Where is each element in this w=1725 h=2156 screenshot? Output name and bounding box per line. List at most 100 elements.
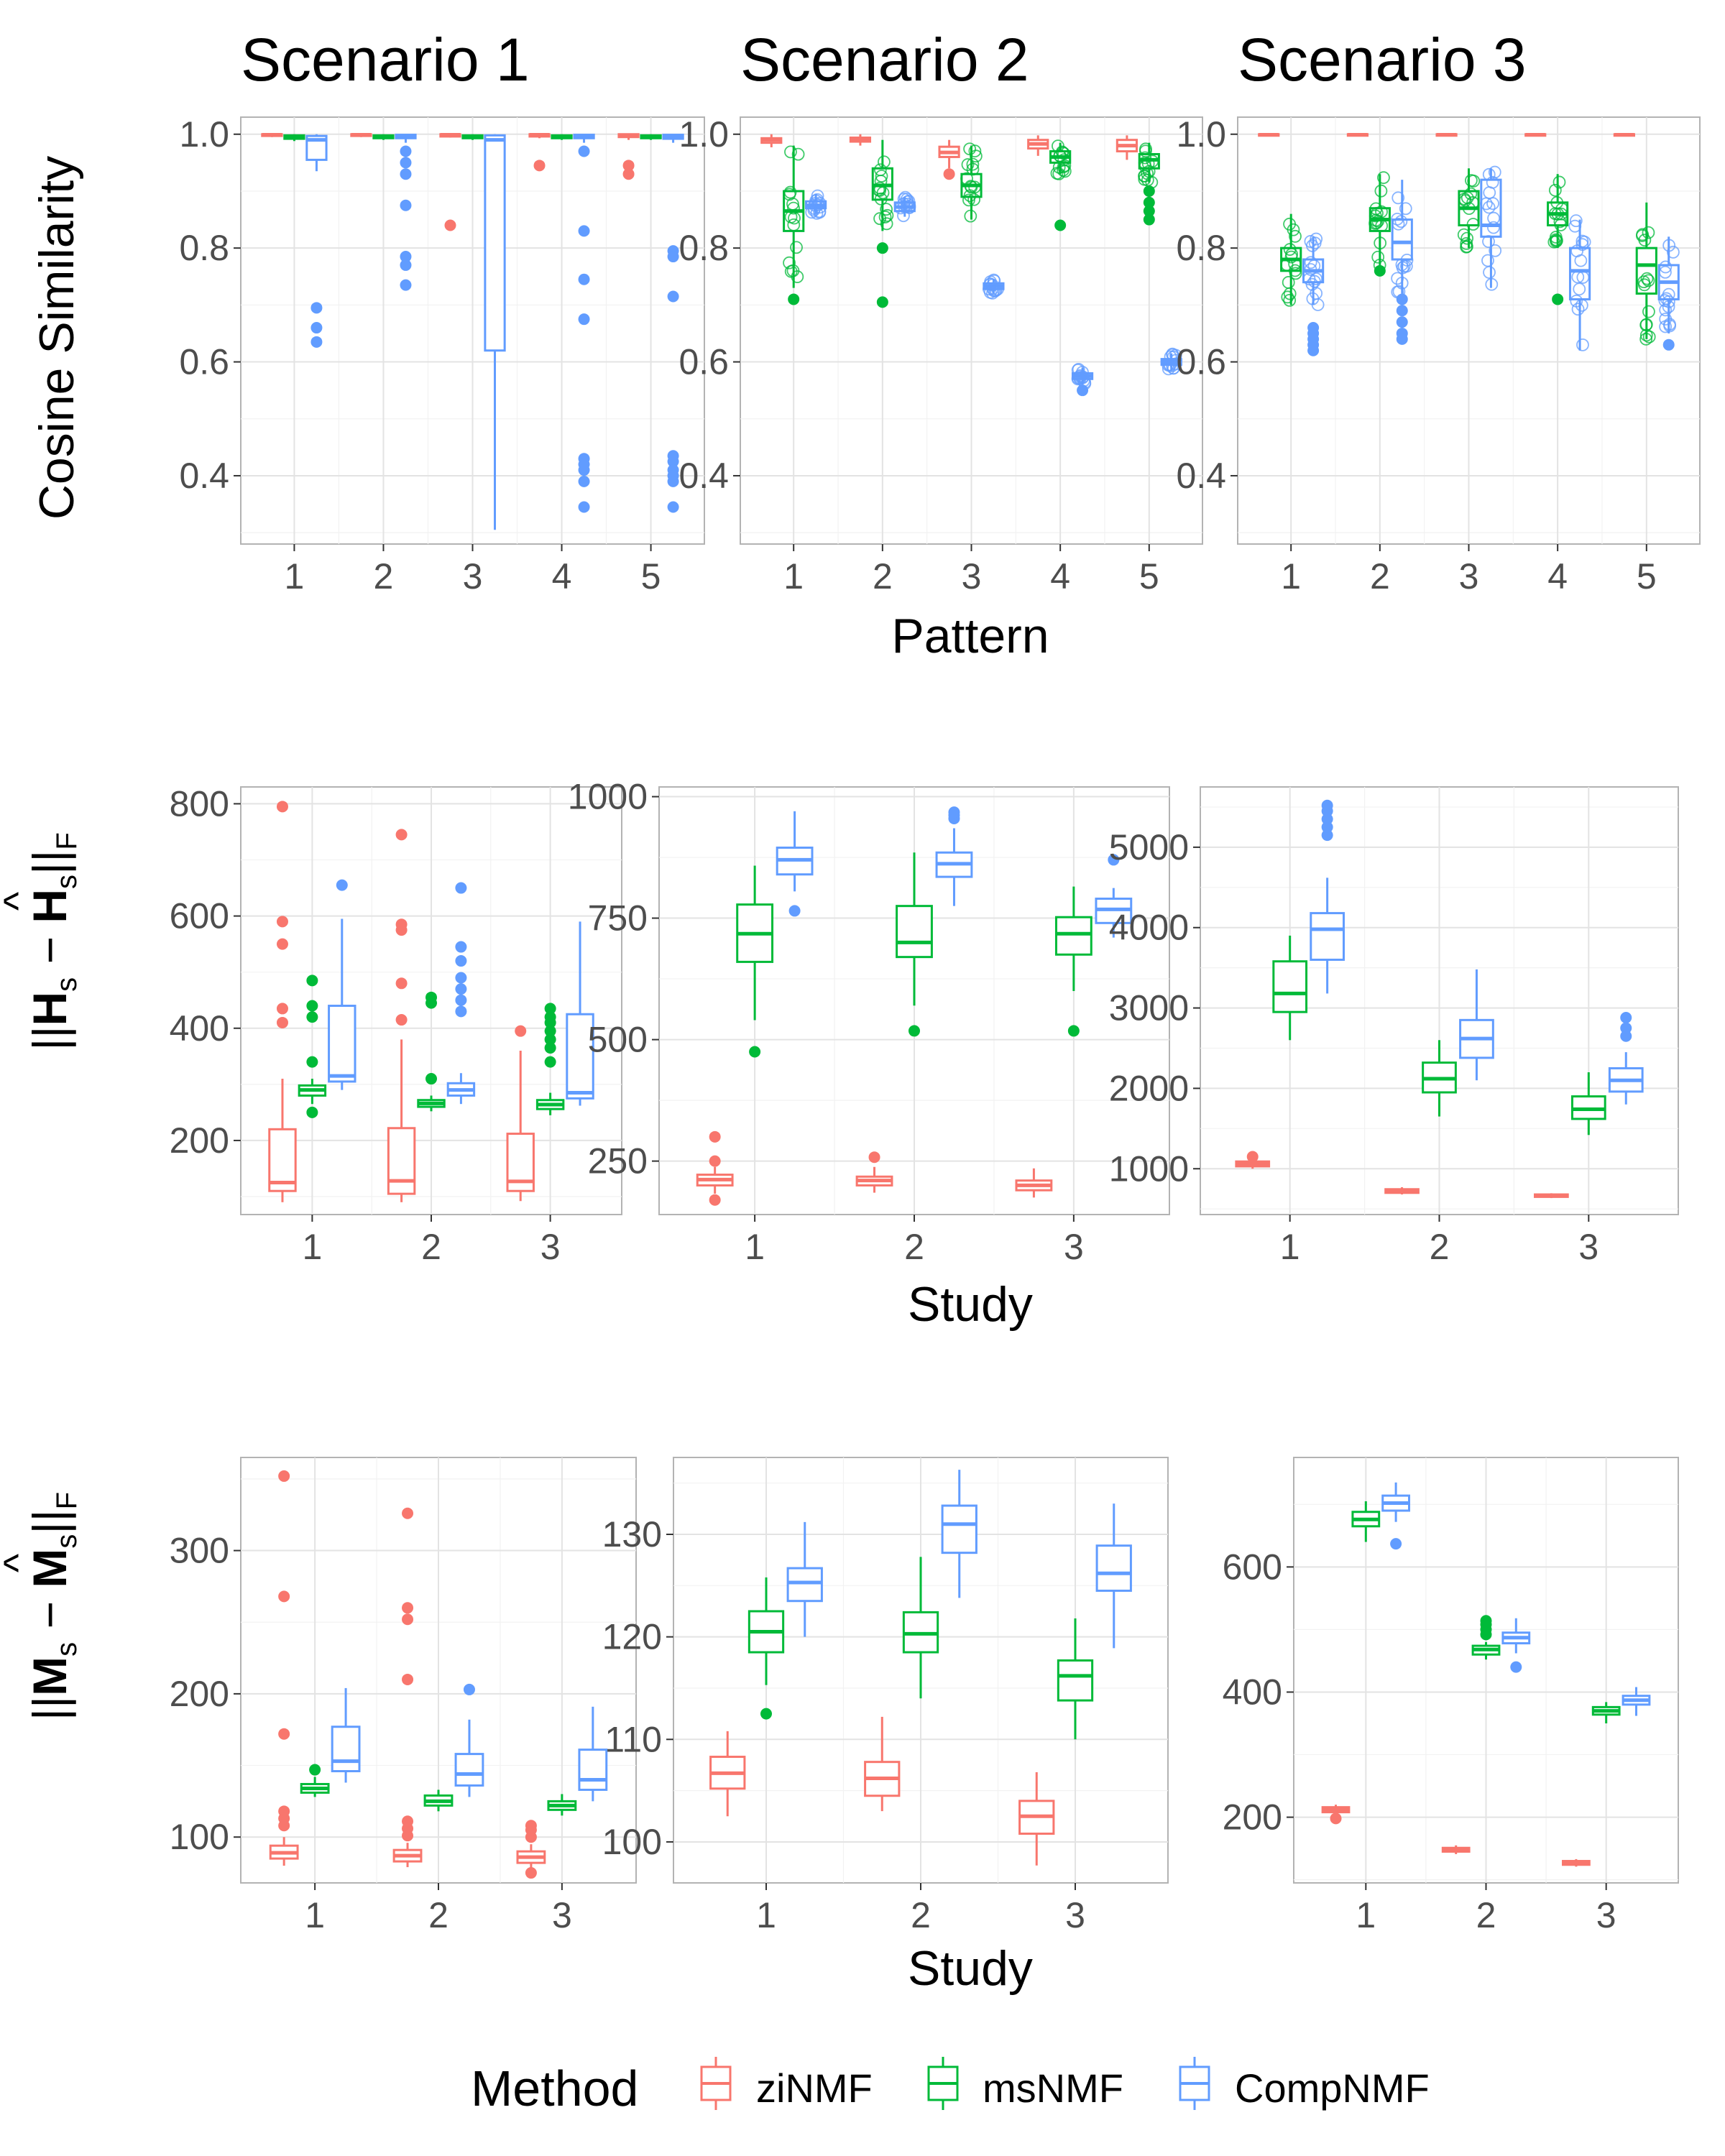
- jitter-point: [784, 145, 797, 159]
- jitter-point: [880, 203, 893, 216]
- jitter-point: [1570, 294, 1583, 308]
- jitter-point: [1571, 270, 1585, 284]
- jitter-point: [1374, 236, 1387, 250]
- cosine-similarity-y-label: Cosine Similarity: [29, 156, 84, 520]
- jitter-point: [1377, 171, 1390, 185]
- jitter-point: [1549, 233, 1563, 247]
- outlier-point: [310, 336, 323, 348]
- jitter-point: [1395, 258, 1409, 272]
- box-body: [331, 1726, 361, 1773]
- box-msNMF-2: [417, 991, 446, 1112]
- outlier-point: [455, 955, 467, 967]
- y-tick-label: 0.4: [678, 456, 729, 496]
- jitter-point: [1395, 276, 1409, 290]
- outlier-point: [400, 145, 412, 157]
- jitter-point: [960, 172, 973, 185]
- x-tick-label: 3: [463, 556, 483, 596]
- box-ziNMF-1: [269, 1470, 299, 1866]
- x-tick-label: 4: [552, 556, 572, 596]
- box-body: [268, 1128, 297, 1192]
- box-ziNMF-2: [849, 134, 872, 146]
- jitter-point: [1659, 303, 1673, 317]
- outlier-point: [455, 983, 467, 995]
- outlier-point: [1662, 338, 1675, 351]
- box-CompNMF-3: [983, 273, 1005, 300]
- box-msNMF-2: [1471, 1615, 1501, 1660]
- jitter-point: [1550, 234, 1563, 247]
- jitter-point: [1145, 175, 1159, 189]
- y-tick-label: 100: [602, 1822, 662, 1862]
- box-CompNMF-4: [1568, 214, 1591, 351]
- outlier-point: [1552, 293, 1564, 305]
- outlier-point: [948, 806, 960, 819]
- jitter-point: [1482, 167, 1496, 181]
- legend-label-zinmf: ziNMF: [756, 2065, 873, 2111]
- jitter-point: [880, 208, 894, 222]
- y-tick-label: 3000: [1109, 988, 1189, 1028]
- box-body: [454, 1753, 484, 1787]
- y-tick-label: 250: [588, 1141, 648, 1181]
- outlier-point: [402, 1613, 414, 1626]
- y-tick-label: 1.0: [678, 114, 729, 155]
- y-tick-label: 0.4: [179, 456, 229, 496]
- outlier-point: [306, 1106, 318, 1118]
- outlier-point: [544, 1003, 556, 1015]
- jitter-point: [1642, 305, 1655, 318]
- box-CompNMF-1: [328, 879, 356, 1090]
- outlier-point: [276, 1016, 288, 1028]
- panel-M_s1: 100 200 300 1 2 3: [170, 1457, 637, 1935]
- box-msNMF-3: [1591, 1702, 1621, 1723]
- hat-mark: ^: [0, 1554, 40, 1572]
- box-body: [786, 1567, 823, 1603]
- outlier-point: [276, 1003, 288, 1015]
- box-ziNMF-3: [1015, 1168, 1053, 1198]
- jitter-point: [1288, 257, 1302, 271]
- jitter-point: [1460, 240, 1473, 254]
- outlier-point: [395, 918, 408, 931]
- x-tick-label: 5: [641, 556, 661, 596]
- x-tick-label: 3: [540, 1227, 561, 1267]
- jitter-point: [1548, 183, 1562, 197]
- panel-H_s3: 1000 2000 3000 4000 5000 1 2 3: [1109, 786, 1679, 1267]
- outlier-point: [578, 313, 590, 326]
- x-tick-label: 1: [285, 556, 305, 596]
- jitter-point: [1663, 319, 1677, 333]
- jitter-point: [878, 155, 891, 169]
- box-CompNMF-1: [805, 189, 827, 220]
- box-CompNMF-3: [1479, 165, 1502, 291]
- box-ziNMF-1: [261, 133, 283, 137]
- x-tick-label: 1: [745, 1227, 765, 1267]
- box-CompNMF-2: [893, 190, 916, 223]
- legend-key-msNMF: [927, 2057, 959, 2110]
- outlier-point: [1321, 829, 1333, 842]
- outlier-point: [336, 879, 348, 891]
- x-tick-label: 2: [374, 556, 394, 596]
- box-ziNMF-2: [1384, 1187, 1420, 1195]
- jitter-point: [1659, 260, 1673, 274]
- outlier-point: [278, 1470, 290, 1482]
- jitter-point: [1391, 212, 1404, 226]
- box-ziNMF-4: [528, 133, 551, 172]
- box-ziNMF-3: [938, 139, 960, 180]
- x-tick-label: 3: [1064, 1227, 1084, 1267]
- outlier-point: [1108, 854, 1120, 866]
- box-msNMF-4: [1049, 139, 1072, 231]
- outlier-point: [788, 905, 801, 917]
- box-msNMF-2: [871, 139, 894, 308]
- outlier-point: [1396, 305, 1408, 317]
- jitter-point: [1072, 362, 1085, 376]
- box-CompNMF-3: [578, 1706, 608, 1802]
- outlier-point: [578, 273, 590, 285]
- jitter-point: [967, 193, 981, 206]
- jitter-point: [1463, 202, 1476, 215]
- jitter-point: [1304, 263, 1317, 276]
- jitter-point: [1639, 328, 1653, 342]
- outlier-point: [544, 1025, 556, 1037]
- jitter-point: [1666, 245, 1680, 259]
- jitter-point: [1310, 272, 1322, 285]
- jitter-point: [1055, 145, 1069, 159]
- jitter-point: [1487, 221, 1500, 234]
- jitter-point: [1550, 195, 1564, 209]
- outlier-point: [402, 1602, 414, 1614]
- outlier-point: [709, 1155, 721, 1167]
